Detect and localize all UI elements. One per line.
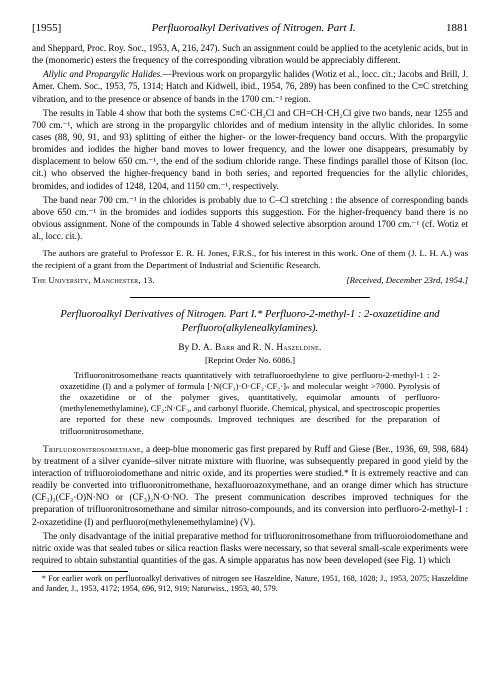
author-name: R. N. Haszeldine. — [253, 342, 322, 352]
ack-text: The authors are grateful to Professor E.… — [32, 248, 468, 271]
by-label: By — [178, 342, 189, 352]
paragraph: Trifluoronitrosomethane, a deep-blue mon… — [32, 443, 468, 528]
running-title: Perfluoroalkyl Derivatives of Nitrogen. … — [61, 22, 446, 34]
running-head: [1955] Perfluoroalkyl Derivatives of Nit… — [32, 22, 468, 34]
and-label: and — [237, 342, 250, 352]
paragraph: and Sheppard, Proc. Roy. Soc., 1953, A, … — [32, 42, 468, 66]
abstract-text: Trifluoronitrosomethane reacts quantitat… — [60, 370, 440, 437]
author-line: By D. A. Barr and R. N. Haszeldine. — [32, 342, 468, 352]
reprint-order: [Reprint Order No. 6086.] — [32, 355, 468, 365]
intro-body: Trifluoronitrosomethane, a deep-blue mon… — [32, 443, 468, 566]
smallcaps-lead: Trifluoronitrosomethane, — [43, 444, 143, 454]
footnote-text: * For earlier work on perfluoroalkyl der… — [32, 574, 468, 595]
page-number: 1881 — [446, 22, 468, 34]
paragraph-text: a deep-blue monomeric gas first prepared… — [32, 444, 468, 527]
footnote-rule — [32, 571, 128, 572]
journal-page: [1955] Perfluoroalkyl Derivatives of Nit… — [0, 0, 500, 615]
article-separator-rule — [130, 297, 370, 298]
footnotes: * For earlier work on perfluoroalkyl der… — [32, 574, 468, 595]
paragraph: The band near 700 cm.⁻¹ in the chlorides… — [32, 194, 468, 243]
year-bracket: [1955] — [32, 22, 61, 34]
received-date: [Received, December 23rd, 1954.] — [346, 275, 468, 285]
continuation-body: and Sheppard, Proc. Roy. Soc., 1953, A, … — [32, 42, 468, 242]
paragraph: The results in Table 4 show that both th… — [32, 107, 468, 192]
paragraph: Allylic and Propargylic Halides.—Previou… — [32, 68, 468, 104]
affiliation: The University, Manchester, 13. — [32, 275, 155, 285]
article-title: Perfluoroalkyl Derivatives of Nitrogen. … — [40, 308, 460, 337]
paragraph: The only disadvantage of the initial pre… — [32, 530, 468, 566]
author-name: D. A. Barr — [191, 342, 234, 352]
affiliation-line: The University, Manchester, 13. [Receive… — [32, 275, 468, 285]
italic-lead: Allylic and Propargylic Halides. — [43, 69, 162, 79]
abstract-block: Trifluoronitrosomethane reacts quantitat… — [60, 370, 440, 437]
acknowledgement: The authors are grateful to Professor E.… — [32, 248, 468, 271]
